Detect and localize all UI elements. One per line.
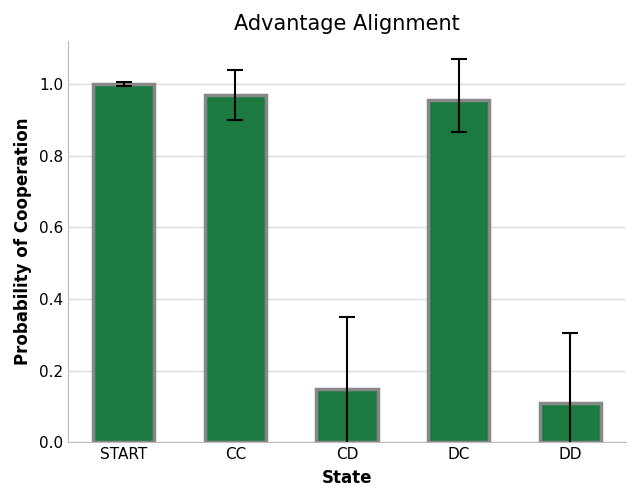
Bar <box>93 84 154 442</box>
Y-axis label: Probability of Cooperation: Probability of Cooperation <box>14 118 32 365</box>
Bar <box>316 389 378 442</box>
Title: Advantage Alignment: Advantage Alignment <box>234 14 460 34</box>
Bar <box>540 403 601 442</box>
X-axis label: State: State <box>322 469 372 487</box>
Bar <box>205 95 266 442</box>
Bar <box>428 100 490 442</box>
